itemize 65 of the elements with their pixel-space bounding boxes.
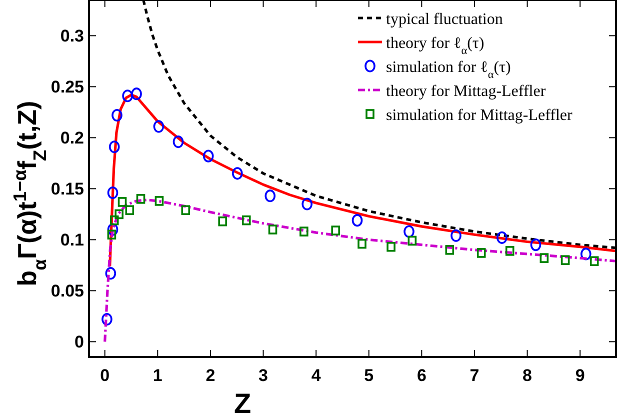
- point: [112, 108, 122, 122]
- y-tick-label: 0: [74, 332, 84, 352]
- point: [450, 229, 462, 242]
- point: [445, 245, 454, 255]
- point: [136, 194, 146, 204]
- point: [107, 230, 116, 240]
- point: [268, 224, 278, 234]
- point: [202, 150, 214, 162]
- point: [181, 205, 190, 216]
- point: [580, 248, 592, 260]
- point: [107, 186, 118, 200]
- point: [496, 231, 508, 244]
- point: [590, 256, 599, 266]
- point: [108, 140, 120, 154]
- point: [560, 255, 570, 265]
- x-tick-label: 7: [470, 366, 480, 385]
- point: [102, 312, 112, 326]
- point: [476, 248, 486, 258]
- y-tick-label: 0.05: [50, 282, 84, 301]
- legend-label: simulation for Mittag-Leffler: [386, 107, 573, 124]
- point: [118, 197, 127, 207]
- x-tick-label: 8: [522, 366, 532, 385]
- point: [505, 246, 514, 256]
- legend-label: theory for ℓ$_{α}$(τ): [386, 35, 484, 57]
- point: [242, 215, 251, 226]
- point: [530, 238, 542, 252]
- x-tick-label: 2: [206, 366, 216, 385]
- x-tick-label: 0: [100, 366, 110, 385]
- point: [358, 238, 366, 249]
- y-tick-label: 0.3: [60, 26, 84, 46]
- x-tick-label: 1: [152, 366, 162, 385]
- point: [153, 120, 164, 133]
- point: [232, 167, 243, 180]
- point: [218, 216, 227, 226]
- point: [352, 214, 363, 227]
- point: [386, 242, 396, 252]
- point: [404, 225, 414, 238]
- point: [114, 209, 124, 220]
- point: [110, 215, 119, 226]
- x-tick-label: 4: [311, 366, 322, 385]
- point: [331, 226, 340, 236]
- y-tick-label: 0.15: [50, 180, 84, 199]
- legend-label: simulation for ℓ$_{α}$(τ): [386, 59, 511, 81]
- point: [105, 267, 116, 280]
- y-tick-label: 0.25: [50, 78, 84, 97]
- x-tick-label: 3: [258, 366, 268, 385]
- point: [302, 198, 312, 210]
- point: [408, 236, 417, 246]
- point: [131, 88, 142, 100]
- y-tick-label: 0.1: [60, 230, 84, 250]
- point: [122, 90, 133, 102]
- legend-label: theory for Mittag-Leffler: [386, 83, 546, 100]
- point: [125, 205, 134, 216]
- y-tick-label: 0.2: [60, 128, 84, 148]
- point: [172, 135, 184, 148]
- x-tick-label: 9: [575, 366, 585, 385]
- x-axis-title: Z: [234, 388, 252, 417]
- point: [264, 190, 276, 202]
- x-tick-label: 6: [416, 366, 426, 385]
- point: [107, 223, 118, 236]
- point: [540, 253, 549, 263]
- point: [300, 226, 308, 236]
- x-tick-label: 5: [364, 366, 374, 385]
- point: [154, 196, 164, 206]
- legend-label: typical fluctuation: [386, 11, 503, 28]
